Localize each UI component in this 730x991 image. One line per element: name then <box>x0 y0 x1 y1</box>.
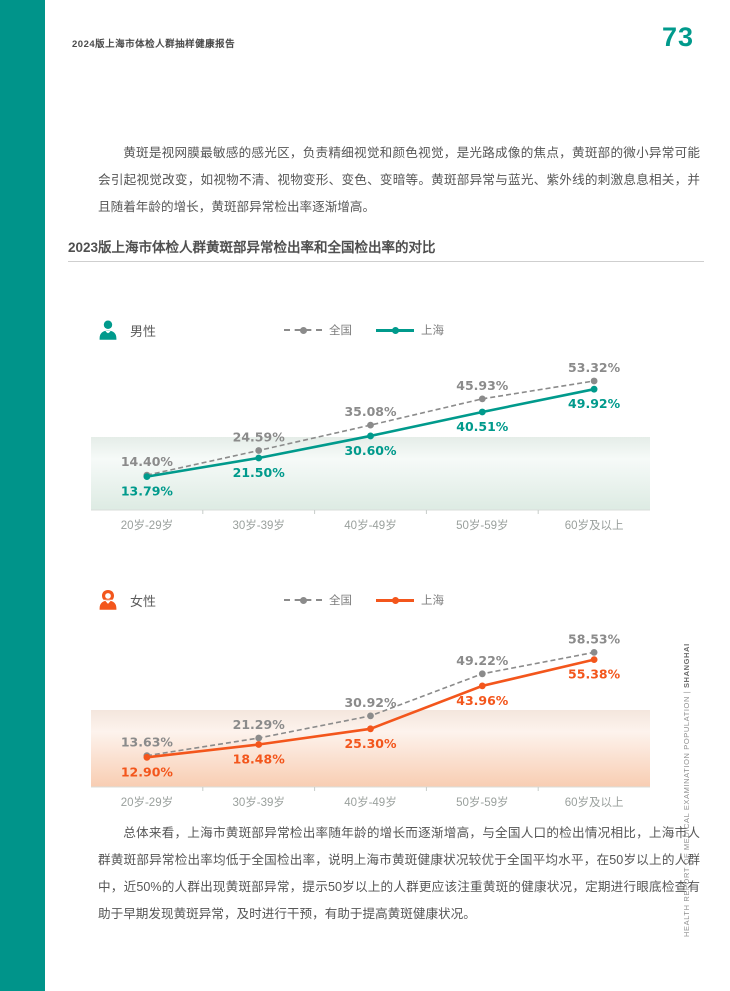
data-point <box>255 741 263 748</box>
female-chart-title: 女性 <box>130 593 157 609</box>
solid-line-sample <box>376 596 414 604</box>
x-axis-label: 30岁-39岁 <box>232 518 284 532</box>
side-text-main: HEALTH REPORT OF MEDICAL EXAMINATION POP… <box>682 695 691 937</box>
side-text-bold: SHANGHAI <box>682 643 691 689</box>
x-axis-label: 20岁-29岁 <box>121 518 173 532</box>
x-axis-label: 20岁-29岁 <box>121 795 173 809</box>
legend-label: 上海 <box>421 325 444 337</box>
plot-gradient-band <box>91 437 650 510</box>
female-chart-header: 女性 全国 上海 <box>96 585 444 615</box>
data-point <box>478 408 486 416</box>
data-point <box>367 712 374 720</box>
report-title: 2024版上海市体检人群抽样健康报告 <box>72 39 236 50</box>
male-chart-header: 男性 全国 上海 <box>96 315 444 345</box>
data-point <box>590 648 598 656</box>
value-label: 25.30% <box>344 736 397 751</box>
value-label: 40.51% <box>456 419 509 434</box>
value-label: 49.92% <box>568 396 621 411</box>
data-point <box>478 395 486 403</box>
female-chart-legend: 全国 上海 <box>284 592 444 608</box>
legend-label: 上海 <box>421 595 444 607</box>
side-vertical-text: HEALTH REPORT OF MEDICAL EXAMINATION POP… <box>682 643 691 937</box>
x-axis-label: 50岁-59岁 <box>456 518 508 532</box>
value-label: 45.93% <box>456 378 509 393</box>
data-point <box>367 421 374 429</box>
side-text-divider: | <box>682 690 691 694</box>
plot-gradient-band <box>91 710 650 787</box>
value-label: 55.38% <box>568 667 621 682</box>
data-point <box>590 656 598 664</box>
data-point <box>590 385 598 393</box>
section-title: 2023版上海市体检人群黄斑部异常检出率和全国检出率的对比 <box>68 240 436 255</box>
legend-item-shanghai: 上海 <box>376 592 444 608</box>
page-number: 73 <box>661 22 694 52</box>
section-divider <box>68 261 704 262</box>
x-axis-label: 50岁-59岁 <box>456 795 508 809</box>
female-person-icon <box>99 589 117 610</box>
value-label: 14.40% <box>121 454 174 469</box>
male-chart-legend: 全国 上海 <box>284 322 444 338</box>
data-point <box>143 753 151 761</box>
dashed-line-sample <box>284 596 322 604</box>
female-chart-plot: 20岁-29岁 30岁-39岁 40岁-49岁 50岁-59岁 60岁及以上 13.63%… <box>91 631 650 809</box>
value-label: 35.08% <box>344 404 397 419</box>
dashed-line-sample <box>284 326 322 334</box>
value-label: 49.22% <box>456 653 509 668</box>
value-label: 21.29% <box>233 717 286 732</box>
value-label: 18.48% <box>233 751 286 766</box>
value-label: 53.32% <box>568 360 621 375</box>
全国-line <box>146 380 595 476</box>
data-point <box>367 432 374 440</box>
data-point <box>255 454 263 462</box>
data-point <box>255 447 263 454</box>
data-point <box>143 473 151 481</box>
x-axis-label: 60岁及以上 <box>565 518 624 532</box>
data-point <box>478 682 486 690</box>
x-axis-label: 60岁及以上 <box>565 795 624 809</box>
data-point <box>590 377 598 385</box>
legend-item-national: 全国 <box>284 322 352 338</box>
male-chart-plot: 20岁-29岁 30岁-39岁 40岁-49岁 50岁-59岁 60岁及以上 14.40%… <box>91 360 650 532</box>
solid-line-sample <box>376 326 414 334</box>
legend-item-shanghai: 上海 <box>376 322 444 338</box>
data-point <box>478 670 486 678</box>
intro-paragraph: 黄斑是视网膜最敏感的感光区，负责精细视觉和颜色视觉，是光路成像的焦点，黄斑部的微… <box>98 146 700 214</box>
value-label: 58.53% <box>568 631 621 646</box>
x-axis-label: 40岁-49岁 <box>344 518 396 532</box>
value-label: 30.92% <box>344 695 397 710</box>
x-axis-label: 30岁-39岁 <box>232 795 284 809</box>
legend-item-national: 全国 <box>284 592 352 608</box>
male-person-icon <box>99 320 117 340</box>
conclusion-paragraph: 总体来看，上海市黄斑部异常检出率随年龄的增长而逐渐增高，与全国人口的检出情况相比… <box>98 826 700 921</box>
data-point <box>255 734 263 742</box>
value-label: 12.90% <box>121 764 174 779</box>
value-label: 21.50% <box>233 465 286 480</box>
value-label: 30.60% <box>344 443 397 458</box>
value-label: 24.59% <box>233 429 286 444</box>
value-label: 13.79% <box>121 484 174 499</box>
legend-label: 全国 <box>329 595 352 607</box>
value-label: 13.63% <box>121 735 174 750</box>
x-axis-label: 40岁-49岁 <box>344 795 396 809</box>
male-chart-title: 男性 <box>130 323 157 339</box>
value-label: 43.96% <box>456 693 509 708</box>
left-accent-bar <box>0 0 45 991</box>
legend-label: 全国 <box>329 325 352 337</box>
data-point <box>367 725 374 733</box>
